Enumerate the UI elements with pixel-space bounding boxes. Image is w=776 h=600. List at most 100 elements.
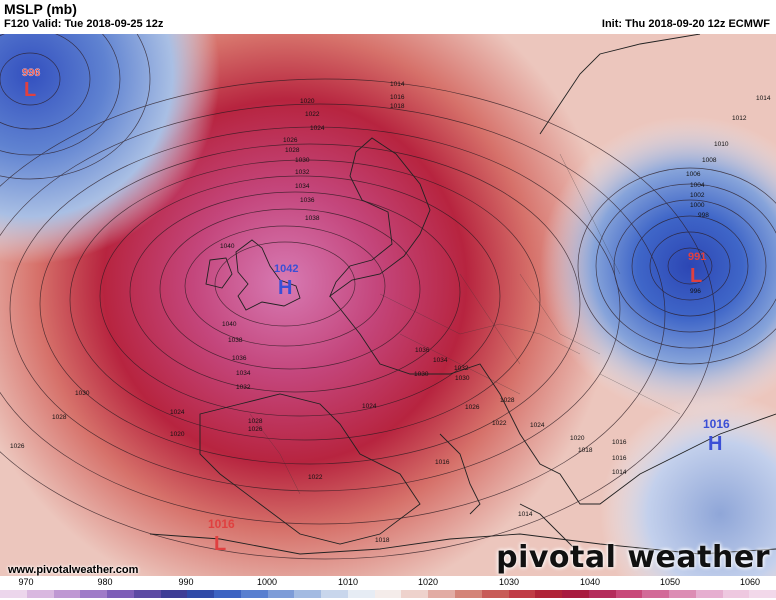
isobar-label: 1028 [285, 147, 300, 154]
colorbar-swatch [535, 590, 563, 598]
isobar-label: 1032 [295, 169, 310, 176]
isobar-label: 1004 [690, 182, 705, 189]
isobar-label: 1016 [390, 94, 405, 101]
isobar-label: 1014 [756, 95, 771, 102]
isobar-label: 1036 [232, 355, 247, 362]
isobar-label: 1002 [690, 192, 705, 199]
colorbar-swatch [508, 590, 536, 598]
colorbar-label: 1040 [579, 577, 601, 587]
isobar-label: 1026 [283, 137, 298, 144]
colorbar-swatch [455, 590, 482, 598]
valid-time: F120 Valid: Tue 2018-09-25 12z [4, 18, 164, 30]
colorbar-label: 1000 [256, 577, 278, 587]
isobar-label: 1020 [170, 431, 185, 438]
isobar-label: 1028 [52, 414, 67, 421]
colorbar-swatch [267, 590, 295, 598]
colorbar: 970 980 990 1000 1010 1020 1030 1040 105… [0, 576, 776, 600]
low-center-southwest[interactable]: 1016 L [208, 517, 235, 555]
high-value: 1016 [703, 417, 730, 431]
isobar-label: 1024 [362, 403, 377, 410]
colorbar-swatch [80, 590, 108, 598]
brand-logo: pivotal weather [496, 540, 770, 575]
isobar-label: 1024 [170, 409, 185, 416]
colorbar-swatch [26, 590, 54, 598]
low-value: 996 [22, 67, 40, 79]
isobar-label: 1024 [530, 422, 545, 429]
colorbar-swatch [294, 590, 322, 598]
low-center-northwest[interactable]: 996 L [22, 67, 41, 101]
isobar-label: 1016 [612, 439, 627, 446]
low-value: 1016 [208, 517, 235, 531]
isobar-label: 1008 [702, 157, 717, 164]
isobar-label: 1020 [570, 435, 585, 442]
pressure-centers: 996 L 1042 H 991 L 1016 H 1016 L [22, 67, 730, 555]
isobar-label: 1028 [248, 418, 263, 425]
isobar-label: 1006 [686, 171, 701, 178]
low-letter: L [690, 265, 702, 287]
colorbar-label: 990 [178, 577, 194, 587]
colorbar-swatch [133, 590, 161, 598]
header: MSLP (mb) F120 Valid: Tue 2018-09-25 12z… [0, 0, 776, 34]
colorbar-swatch [401, 590, 429, 598]
isobar-label: 1018 [390, 103, 405, 110]
high-value: 1042 [274, 263, 298, 275]
colorbar-swatch [642, 590, 670, 598]
isobar-label: 1040 [220, 243, 235, 250]
isobar-labels: 1014 1016 1018 1020 1022 1024 1026 1028 … [10, 81, 771, 544]
isobar-label: 1014 [518, 511, 533, 518]
colorbar-label: 1060 [739, 577, 761, 587]
isobar-label: 1022 [308, 474, 323, 481]
isobar-label: 1022 [305, 111, 320, 118]
isobar-label: 996 [690, 288, 701, 295]
isobar-label: 1034 [236, 370, 251, 377]
colorbar-label: 1050 [659, 577, 681, 587]
isobar-label: 1014 [612, 469, 627, 476]
low-center-east[interactable]: 991 L [688, 251, 706, 287]
isobar-label: 1018 [578, 447, 593, 454]
isobar-label: 1028 [500, 397, 515, 404]
colorbar-swatch [588, 590, 616, 598]
isobars [0, 34, 776, 560]
colorbar-swatch [722, 590, 750, 598]
isobar-label: 998 [698, 212, 709, 219]
colorbar-swatch [562, 590, 589, 598]
isobar-label: 1032 [454, 365, 469, 372]
colorbar-swatch [481, 590, 509, 598]
init-time: Init: Thu 2018-09-20 12z ECMWF [601, 18, 770, 30]
colorbar-label: 970 [18, 577, 34, 587]
high-center-southeast[interactable]: 1016 H [703, 417, 730, 455]
isobar-label: 1026 [248, 426, 263, 433]
mslp-map[interactable]: 1014 1016 1018 1020 1022 1024 1026 1028 … [0, 34, 776, 576]
isobar-label: 1016 [435, 459, 450, 466]
isobar-label: 1026 [10, 443, 25, 450]
high-center-uk[interactable]: 1042 H [274, 263, 298, 299]
colorbar-swatch [374, 590, 402, 598]
low-letter: L [214, 533, 226, 555]
colorbar-swatch [107, 590, 134, 598]
colorbar-swatch [187, 590, 215, 598]
high-letter: H [278, 277, 292, 299]
isobar-label: 1000 [690, 202, 705, 209]
colorbar-swatch [240, 590, 268, 598]
borders [249, 153, 681, 495]
isobar-label: 1022 [492, 420, 507, 427]
colorbar-swatch [321, 590, 348, 598]
isobar-label: 1038 [305, 215, 320, 222]
chart-title: MSLP (mb) [4, 1, 77, 17]
isobar-label: 1030 [75, 390, 90, 397]
isobar-label: 1016 [612, 455, 627, 462]
high-letter: H [708, 433, 722, 455]
isobar-label: 1014 [390, 81, 405, 88]
isobar-label: 1030 [295, 157, 310, 164]
isobar-label: 1018 [375, 537, 390, 544]
colorbar-labels: 970 980 990 1000 1010 1020 1030 1040 105… [0, 576, 776, 588]
colorbar-swatch [160, 590, 188, 598]
colorbar-swatch [53, 590, 81, 598]
colorbar-label: 980 [97, 577, 113, 587]
website-url[interactable]: www.pivotalweather.com [8, 564, 139, 576]
colorbar-label: 1020 [417, 577, 439, 587]
colorbar-swatch [428, 590, 456, 598]
colorbar-swatch [695, 590, 723, 598]
coastlines [149, 34, 776, 555]
isobar-label: 1030 [414, 371, 429, 378]
